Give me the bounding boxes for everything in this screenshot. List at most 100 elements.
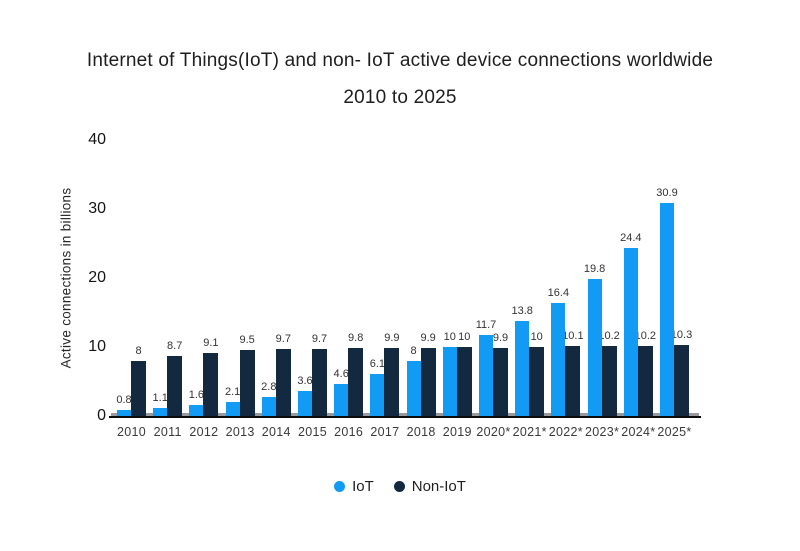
bar-iot xyxy=(189,404,204,416)
y-tick-label: 10 xyxy=(88,338,106,355)
bar-iot xyxy=(334,384,349,416)
bar-non-iot xyxy=(275,349,291,416)
y-tick-label: 20 xyxy=(88,269,106,286)
bar-iot xyxy=(515,320,530,416)
bar-iot xyxy=(225,401,240,416)
bar-value-label-iot: 8 xyxy=(410,344,417,357)
legend-swatch-icon xyxy=(334,480,346,492)
bar-iot xyxy=(261,396,276,416)
bar-value-label-iot: 24.4 xyxy=(620,231,642,244)
legend-swatch-icon xyxy=(393,480,405,492)
plot-area: 0.8 8 2010 1.1 8.7 2011 1.6 9.1 2012 2.1 9.5 2013 2.… xyxy=(109,140,701,439)
bar-group-2023: 19.8 10.2 2023* xyxy=(584,140,620,439)
bar-value-label-non-iot: 9.8 xyxy=(348,332,364,345)
bar-group-2015: 3.6 9.7 2015 xyxy=(297,140,328,439)
bar-group-2021: 13.8 10 2021* xyxy=(511,140,546,439)
bar-value-label-iot: 3.6 xyxy=(297,375,313,388)
bar-value-label-non-iot: 10.2 xyxy=(598,329,620,342)
bar-group-2018: 8 9.9 2018 xyxy=(406,140,436,439)
bar-non-iot xyxy=(420,347,436,416)
chart-title-line-1: Internet of Things(IoT) and non- IoT act… xyxy=(86,50,714,71)
bar-value-label-non-iot: 10.3 xyxy=(670,328,693,341)
bar-value-label-non-iot: 9.7 xyxy=(275,333,291,346)
bar-group-2024: 24.4 10.2 2024* xyxy=(620,140,657,439)
bar-group-2014: 2.8 9.7 2014 xyxy=(261,140,291,439)
legend-item-non-iot: Non-IoT xyxy=(393,477,466,495)
bar-value-label-non-iot: 9.9 xyxy=(420,331,436,344)
x-tick-label: 2010 xyxy=(116,425,147,439)
bar-non-iot xyxy=(565,346,581,416)
bar-non-iot xyxy=(601,345,617,416)
bar-iot xyxy=(117,410,131,416)
x-tick-label: 2016 xyxy=(334,425,364,439)
bar-value-label-iot: 30.9 xyxy=(656,186,678,199)
bar-value-label-non-iot: 9.7 xyxy=(311,333,328,346)
x-tick-label: 2015 xyxy=(297,425,328,439)
bar-value-label-non-iot: 9.9 xyxy=(384,331,400,344)
bar-value-label-iot: 6.1 xyxy=(369,357,386,370)
bar-group-2020: 11.7 9.9 2020* xyxy=(475,140,511,439)
x-tick-label: 2022* xyxy=(548,425,583,439)
bar-value-label-iot: 19.8 xyxy=(583,263,606,276)
bar-group-2013: 2.1 9.5 2013 xyxy=(224,140,255,439)
chart-title: Internet of Things(IoT) and non- IoT act… xyxy=(0,51,800,107)
bar-value-label-iot: 0.8 xyxy=(116,394,132,407)
bar-value-label-non-iot: 8 xyxy=(135,344,142,357)
bar-iot xyxy=(298,391,312,416)
bar-iot xyxy=(406,360,421,416)
bar-value-label-iot: 2.1 xyxy=(224,385,241,398)
bar-non-iot xyxy=(384,347,400,416)
bar-non-iot xyxy=(529,347,545,416)
bar-group-2022: 16.4 10.1 2022* xyxy=(547,140,584,439)
bar-iot xyxy=(153,408,168,416)
bar-value-label-non-iot: 10.1 xyxy=(562,330,584,343)
bar-value-label-iot: 16.4 xyxy=(547,286,570,299)
x-tick-label: 2017 xyxy=(370,425,400,439)
x-tick-label: 2020* xyxy=(476,425,511,439)
bar-iot xyxy=(370,373,385,416)
bar-group-2012: 1.6 9.1 2012 xyxy=(189,140,219,439)
bar-group-2011: 1.1 8.7 2011 xyxy=(153,140,183,439)
legend-label: Non-IoT xyxy=(411,477,466,495)
bar-value-label-non-iot: 10 xyxy=(530,331,543,343)
bar-value-label-iot: 13.8 xyxy=(511,304,533,317)
bar-value-label-non-iot: 9.9 xyxy=(492,331,509,344)
bar-iot xyxy=(660,202,674,416)
x-tick-label: 2013 xyxy=(225,425,255,439)
bar-non-iot xyxy=(203,353,219,416)
bar-non-iot xyxy=(456,347,472,416)
x-tick-label: 2012 xyxy=(189,425,219,439)
bar-non-iot xyxy=(167,355,183,416)
bar-non-iot xyxy=(674,344,689,416)
x-tick-label: 2014 xyxy=(261,425,291,439)
x-tick-label: 2018 xyxy=(406,425,436,439)
bar-value-label-iot: 2.8 xyxy=(261,380,277,393)
bar-iot xyxy=(479,335,493,416)
bar-value-label-iot: 11.7 xyxy=(475,319,497,332)
bar-group-2016: 4.6 9.8 2016 xyxy=(333,140,364,439)
y-tick-label: 30 xyxy=(88,200,106,217)
x-tick-label: 2019 xyxy=(442,425,472,439)
bar-non-iot xyxy=(239,350,255,416)
bar-non-iot xyxy=(637,345,653,416)
bar-value-label-non-iot: 10.2 xyxy=(634,329,657,342)
legend-label: IoT xyxy=(352,477,374,495)
y-tick-label: 40 xyxy=(88,131,106,148)
bar-value-label-iot: 4.6 xyxy=(333,368,349,381)
bar-value-label-non-iot: 9.1 xyxy=(203,337,219,350)
legend: IoT Non-IoT xyxy=(0,476,800,496)
chart-title-line-2: 2010 to 2025 xyxy=(343,87,457,108)
legend-item-iot: IoT xyxy=(334,478,374,495)
bar-non-iot xyxy=(131,360,146,416)
bar-iot xyxy=(442,347,457,416)
bar-group-2019: 10 10 2019 xyxy=(442,140,472,439)
bar-iot xyxy=(623,247,638,416)
bar-non-iot xyxy=(493,347,508,416)
bar-iot xyxy=(587,279,602,416)
x-tick-label: 2011 xyxy=(153,425,182,439)
x-tick-label: 2025* xyxy=(657,425,692,439)
bar-iot xyxy=(551,302,566,416)
bar-group-2017: 6.1 9.9 2017 xyxy=(369,140,400,439)
bar-group-2010: 0.8 8 2010 xyxy=(116,140,146,439)
